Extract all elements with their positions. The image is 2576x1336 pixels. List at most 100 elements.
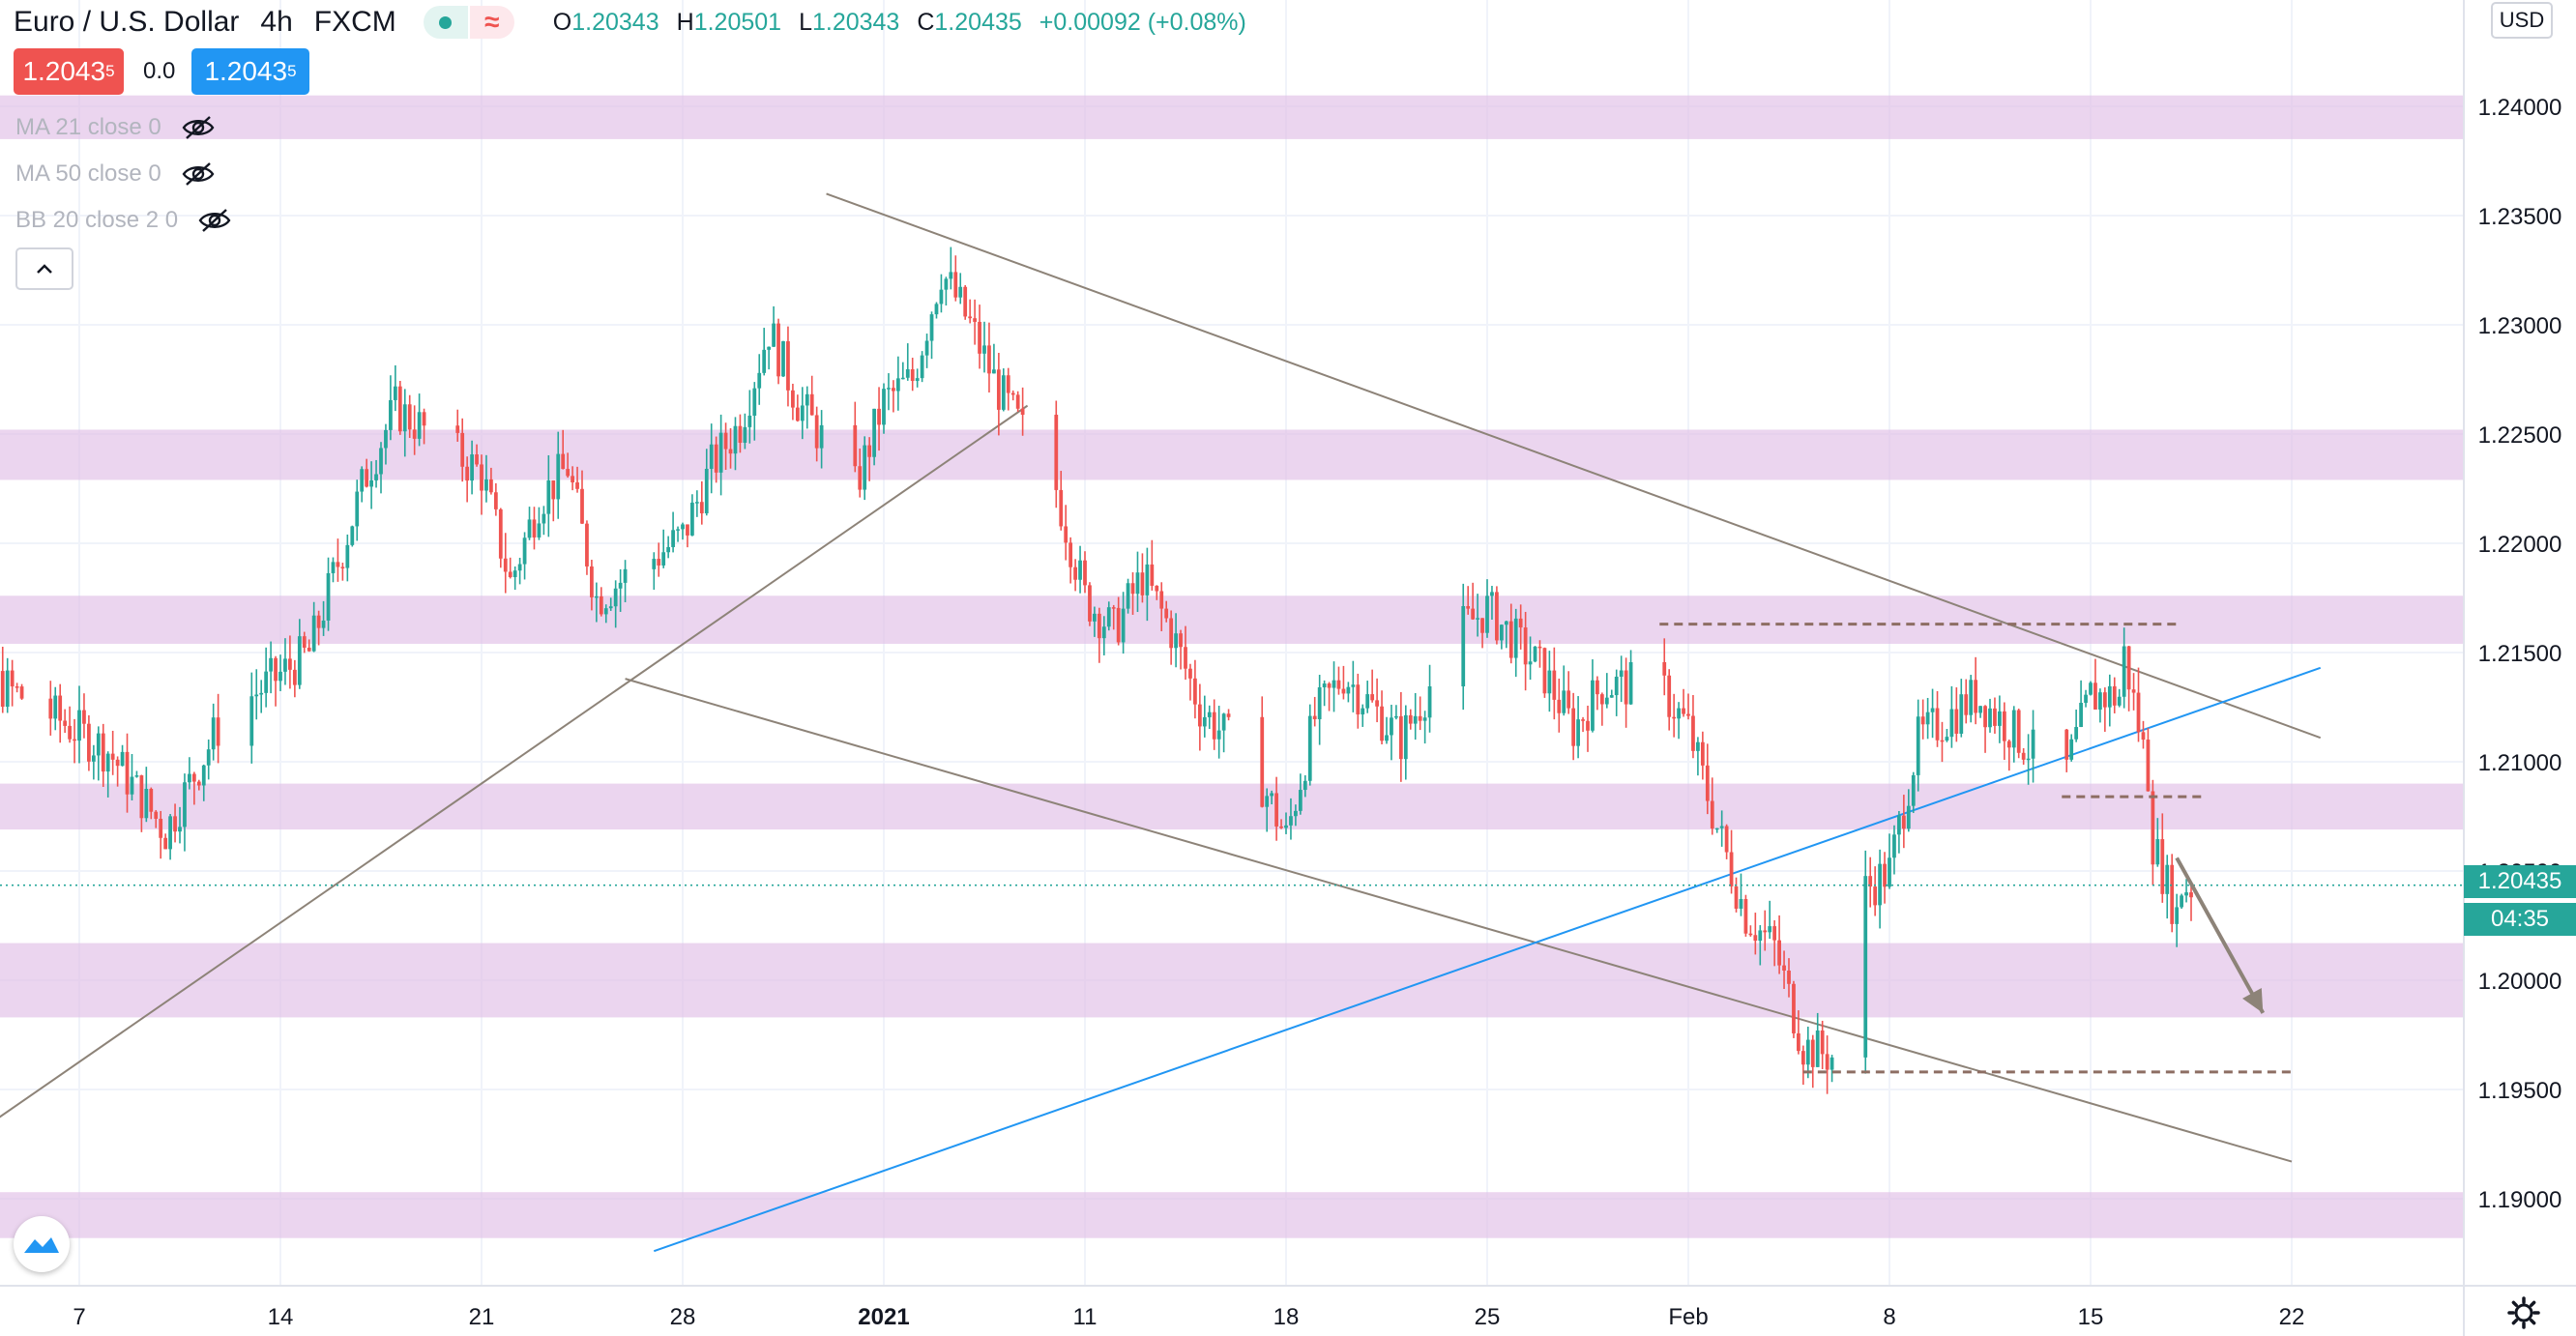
- candle-body: [963, 286, 968, 317]
- candle: [2136, 667, 2141, 742]
- candle: [2126, 646, 2131, 712]
- interval-label[interactable]: 4h: [260, 6, 293, 38]
- candle: [326, 557, 331, 631]
- candle-body: [982, 345, 986, 354]
- candle-body: [939, 289, 944, 305]
- time-tick: 28: [670, 1304, 696, 1330]
- candle: [216, 693, 220, 764]
- eye-hidden-icon[interactable]: [181, 114, 216, 141]
- candle-body: [144, 789, 149, 819]
- candle-body: [1682, 708, 1685, 714]
- eye-hidden-icon[interactable]: [181, 160, 216, 188]
- candle: [2021, 747, 2026, 766]
- indicator-ma21[interactable]: MA 21 close 0: [15, 106, 216, 149]
- symbol-title[interactable]: Euro / U.S. Dollar: [14, 6, 240, 38]
- candle-body: [1916, 716, 1920, 775]
- candle-body: [1714, 828, 1719, 830]
- candle: [82, 693, 86, 739]
- candle-body: [585, 523, 589, 566]
- candle: [1576, 696, 1580, 759]
- candle-body: [805, 393, 809, 406]
- candle-body: [599, 595, 603, 615]
- currency-selector[interactable]: USD: [2491, 2, 2553, 39]
- candle-body: [1370, 694, 1375, 701]
- candle: [1782, 950, 1786, 989]
- candle: [1322, 680, 1327, 707]
- tradingview-logo-button[interactable]: [14, 1216, 70, 1272]
- time-axis[interactable]: 7 14 21 28 2021 11 18 25 Feb 8 15 22: [73, 1304, 2304, 1330]
- candle: [407, 394, 412, 439]
- candle: [1097, 607, 1101, 663]
- candle: [0, 646, 5, 713]
- candle-body: [1724, 826, 1729, 853]
- candle-body: [1743, 898, 1748, 934]
- candle-body: [1202, 716, 1207, 727]
- candle: [2016, 709, 2021, 759]
- projection-arrow[interactable]: [2175, 857, 2266, 1014]
- candle: [2006, 740, 2011, 771]
- candle-body: [1782, 965, 1786, 972]
- candle-body: [1471, 608, 1476, 620]
- dashed-levels[interactable]: [1659, 623, 2292, 1074]
- candle-body: [402, 404, 407, 432]
- indicator-bb20[interactable]: BB 20 close 2 0: [15, 199, 232, 242]
- candle-body: [1619, 670, 1624, 678]
- candle: [1508, 603, 1513, 664]
- indicator-ma50[interactable]: MA 50 close 0: [15, 153, 216, 195]
- candle: [259, 680, 264, 713]
- candle-body: [1226, 713, 1231, 717]
- candle-body: [1317, 686, 1322, 720]
- candle: [480, 454, 483, 515]
- open-value: 1.20343: [571, 8, 659, 36]
- time-axis-bg: [0, 1286, 2576, 1336]
- candle: [1586, 705, 1590, 752]
- candle-body: [594, 595, 599, 598]
- candle: [1700, 731, 1705, 780]
- candle: [1116, 596, 1121, 646]
- buy-button[interactable]: 1.2043 5: [191, 48, 309, 95]
- candle-body: [149, 789, 154, 812]
- candle: [1490, 586, 1494, 620]
- candle: [1614, 669, 1619, 716]
- trendlines[interactable]: [0, 192, 2322, 1253]
- sell-button[interactable]: 1.2043 5: [14, 48, 124, 95]
- candle-body: [1696, 741, 1700, 751]
- eye-hidden-icon[interactable]: [197, 207, 232, 234]
- candle: [1624, 657, 1628, 728]
- candle: [1289, 798, 1293, 840]
- candle-body: [249, 696, 254, 746]
- candle-body: [608, 606, 613, 609]
- candle: [2180, 893, 2183, 910]
- candle-body: [1868, 876, 1873, 887]
- candle-body: [704, 468, 709, 514]
- collapse-legend-button[interactable]: [15, 247, 73, 290]
- candle-body: [254, 694, 259, 697]
- spread-value: 0.0: [143, 58, 176, 84]
- candle: [623, 560, 628, 602]
- candle-body: [786, 341, 790, 391]
- gear-icon[interactable]: [2506, 1295, 2541, 1330]
- candle-body: [2175, 907, 2180, 924]
- candle-body: [1888, 857, 1891, 887]
- market-status[interactable]: ≈: [423, 6, 514, 39]
- candle-body: [105, 753, 110, 772]
- candle-body: [1427, 686, 1432, 718]
- candle-body: [1174, 633, 1178, 649]
- candle-body: [566, 469, 571, 477]
- candle: [1911, 771, 1916, 813]
- candle: [566, 452, 571, 479]
- candle: [762, 328, 767, 376]
- candle-body: [283, 658, 287, 672]
- candle: [130, 753, 134, 800]
- candle: [892, 380, 895, 413]
- candle-body: [795, 407, 800, 421]
- price-tick: 1.22500: [2478, 422, 2562, 449]
- candle: [1974, 656, 1978, 725]
- candle: [455, 409, 460, 442]
- candle-body: [10, 670, 15, 687]
- candle-body: [910, 368, 915, 382]
- candle-body: [1150, 564, 1155, 586]
- price-axis[interactable]: 1.24000 1.23500 1.23000 1.22500 1.22000 1.215…: [2478, 95, 2562, 1213]
- candle: [297, 619, 302, 689]
